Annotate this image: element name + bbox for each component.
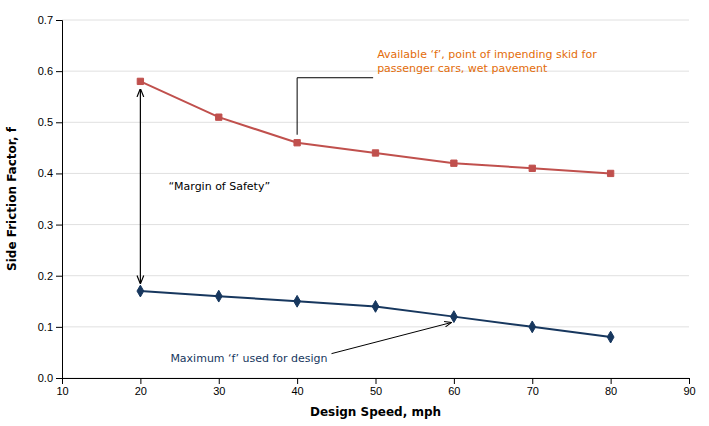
tick-label: 60: [448, 385, 460, 397]
tick-mark: [56, 276, 62, 277]
tick-label: 30: [213, 385, 225, 397]
tick: 0.5: [38, 116, 62, 128]
y-axis: 0.0 0.1 0.2 0.3 0.4 0.5 0.6 0.7: [38, 14, 63, 384]
tick-label: 0.6: [38, 65, 53, 77]
tick: 50: [370, 378, 382, 397]
tick-mark: [56, 225, 62, 226]
tick: 0.0: [38, 372, 62, 384]
tick-label: 20: [135, 385, 147, 397]
x-axis: 10 20 30 40 50 60 70 80 90: [56, 378, 695, 397]
annotations: Available ‘f’, point of impending skid f…: [140, 48, 597, 365]
tick-label: 0.7: [38, 14, 53, 26]
tick-label: 0.0: [38, 372, 53, 384]
series-line: [140, 291, 610, 337]
series-point: [215, 290, 222, 302]
grid-line: [62, 224, 689, 225]
series-point: [607, 331, 614, 343]
tick-label: 10: [56, 385, 68, 397]
grid-line: [62, 71, 689, 72]
tick: 0.4: [38, 167, 62, 179]
tick-mark: [297, 378, 298, 384]
grid: [62, 20, 689, 378]
tick: 60: [448, 378, 460, 397]
tick: 0.1: [38, 321, 62, 333]
tick-label: 50: [370, 385, 382, 397]
series-point: [372, 150, 378, 156]
tick-mark: [611, 378, 612, 384]
annotation-text: “Margin of Safety”: [168, 180, 270, 193]
tick-label: 0.5: [38, 116, 53, 128]
tick-label: 70: [527, 385, 539, 397]
grid-line: [62, 122, 689, 123]
grid-line: [62, 275, 689, 276]
tick-label: 80: [605, 385, 617, 397]
tick: 0.3: [38, 219, 62, 231]
tick-mark: [56, 122, 62, 123]
annotation-connector: [297, 78, 373, 135]
grid-line: [62, 20, 689, 21]
series-point: [294, 140, 300, 146]
chart: 1020304050607080900.00.10.20.30.40.50.60…: [0, 0, 709, 426]
series-line: [140, 81, 610, 173]
annotation-text: Maximum ‘f’ used for design: [170, 352, 327, 365]
tick-mark: [56, 71, 62, 72]
annotation-text: Available ‘f’, point of impending skid f…: [377, 48, 597, 75]
tick-label: 0.4: [38, 167, 53, 179]
series-point: [372, 301, 379, 313]
tick: 10: [56, 378, 68, 397]
tick-mark: [376, 378, 377, 384]
tick-mark: [56, 20, 62, 21]
tick: 80: [605, 378, 617, 397]
tick: 20: [135, 378, 147, 397]
tick-mark: [56, 173, 62, 174]
series-point: [607, 170, 613, 176]
tick-mark: [140, 378, 141, 384]
axis-line: [63, 379, 690, 385]
series-point: [450, 311, 457, 323]
series-point: [216, 114, 222, 120]
annotation-arrow: [332, 323, 451, 354]
series-point: [451, 160, 457, 166]
tick-mark: [454, 378, 455, 384]
tick: 0.6: [38, 65, 62, 77]
tick: 0.7: [38, 14, 62, 26]
plot: 1020304050607080900.00.10.20.30.40.50.60…: [5, 14, 696, 419]
y-axis-title: Side Friction Factor, f: [5, 126, 19, 271]
tick-mark: [689, 378, 690, 384]
x-axis-title: Design Speed, mph: [310, 405, 441, 419]
tick-mark: [219, 378, 220, 384]
tick: 70: [527, 378, 539, 397]
series-point: [529, 165, 535, 171]
axis-line: [56, 21, 63, 379]
tick: 30: [213, 378, 225, 397]
tick: 0.2: [38, 270, 62, 282]
marks: [137, 78, 614, 343]
tick: 90: [683, 378, 695, 397]
series-point: [529, 321, 536, 333]
series-point: [294, 295, 301, 307]
tick-mark: [532, 378, 533, 384]
tick-label: 0.2: [38, 270, 53, 282]
tick-mark: [56, 327, 62, 328]
tick-label: 40: [292, 385, 304, 397]
annotation-arrow: [140, 89, 141, 283]
series-point: [137, 285, 144, 297]
series-point: [137, 78, 143, 84]
tick-label: 0.1: [38, 321, 53, 333]
tick-label: 0.3: [38, 219, 53, 231]
tick-mark: [56, 378, 62, 379]
grid-line: [62, 326, 689, 327]
tick: 40: [292, 378, 304, 397]
tick-label: 90: [683, 385, 695, 397]
